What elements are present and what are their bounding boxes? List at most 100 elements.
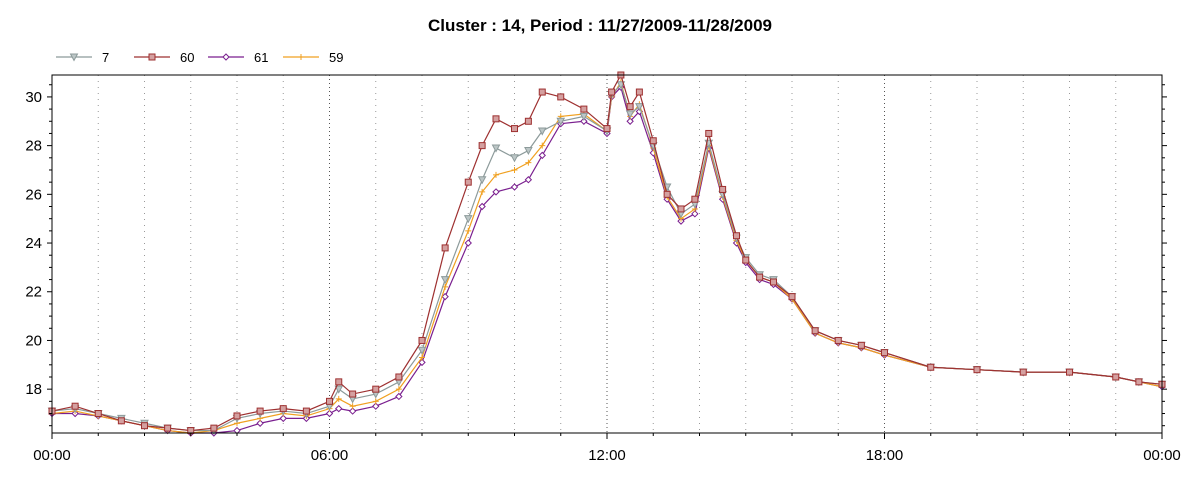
- x-tick-label: 12:00: [588, 447, 626, 464]
- data-point: [418, 358, 426, 367]
- data-point: [477, 176, 487, 185]
- data-point: [335, 378, 343, 386]
- data-point: [705, 129, 713, 137]
- y-tick-label: 18: [25, 381, 42, 398]
- data-point: [635, 88, 643, 96]
- data-point: [478, 202, 486, 211]
- data-point: [524, 176, 533, 184]
- data-point: [441, 244, 449, 252]
- data-point: [788, 293, 796, 301]
- data-point: [256, 407, 264, 415]
- data-point: [524, 146, 533, 156]
- data-point: [419, 354, 425, 361]
- data-point: [465, 227, 472, 234]
- data-point: [492, 115, 500, 123]
- data-point: [770, 278, 777, 286]
- data-point: [117, 417, 125, 425]
- data-point: [69, 53, 79, 62]
- data-point: [372, 385, 380, 393]
- data-point: [441, 292, 449, 301]
- data-point: [663, 190, 671, 198]
- legend-label: 60: [180, 50, 194, 65]
- data-point: [417, 346, 427, 355]
- data-point: [1112, 373, 1120, 381]
- data-point: [525, 159, 532, 166]
- data-point: [557, 93, 565, 101]
- x-tick-label: 00:00: [1143, 447, 1181, 464]
- data-point: [464, 178, 472, 186]
- data-point: [256, 419, 264, 427]
- legend-item-61: 61: [208, 50, 268, 65]
- data-point: [857, 341, 865, 349]
- y-tick-label: 26: [25, 186, 42, 203]
- data-point: [348, 407, 357, 415]
- data-point: [395, 373, 403, 381]
- data-point: [302, 407, 310, 415]
- data-point: [1135, 378, 1143, 386]
- data-point: [649, 137, 657, 145]
- data-point: [677, 205, 685, 213]
- series-line: [51, 80, 1163, 434]
- data-point: [141, 422, 148, 430]
- data-point: [94, 410, 102, 418]
- data-point: [742, 256, 750, 264]
- data-point: [580, 105, 588, 113]
- data-point: [464, 239, 472, 247]
- data-point: [626, 103, 634, 111]
- data-point: [556, 117, 566, 126]
- data-point: [580, 117, 588, 125]
- data-point: [625, 110, 635, 119]
- data-point: [538, 151, 546, 160]
- data-point: [973, 366, 981, 374]
- data-point: [325, 409, 334, 418]
- data-point: [334, 385, 344, 394]
- y-tick-label: 28: [25, 138, 42, 155]
- data-point: [511, 125, 518, 133]
- data-point: [418, 336, 426, 344]
- data-point: [395, 386, 402, 393]
- data-point: [463, 215, 473, 224]
- data-point: [616, 81, 626, 90]
- y-tick-label: 24: [25, 235, 42, 252]
- legend-item-7: 7: [56, 50, 109, 65]
- data-point: [927, 363, 935, 371]
- y-tick-label: 22: [25, 284, 42, 301]
- data-point: [691, 195, 699, 203]
- data-point: [538, 88, 546, 96]
- data-point: [222, 53, 230, 61]
- x-tick-label: 06:00: [311, 447, 349, 464]
- data-point: [537, 127, 547, 136]
- data-point: [511, 166, 518, 173]
- chart-title: Cluster : 14, Period : 11/27/2009-11/28/…: [428, 16, 772, 35]
- data-point: [335, 395, 342, 402]
- data-point: [148, 53, 156, 61]
- data-point: [579, 112, 589, 121]
- data-point: [298, 54, 304, 60]
- data-point: [539, 142, 546, 149]
- y-tick-label: 20: [25, 332, 42, 349]
- data-point: [478, 142, 486, 150]
- data-point: [811, 327, 819, 335]
- data-point: [510, 154, 519, 163]
- data-point: [756, 273, 764, 281]
- data-point: [881, 349, 888, 357]
- data-point: [1066, 368, 1073, 376]
- data-point: [372, 398, 379, 405]
- data-point: [491, 144, 501, 153]
- data-point: [335, 404, 343, 413]
- legend: 7 60 61 59: [56, 50, 343, 65]
- data-point: [279, 414, 287, 423]
- data-point: [524, 117, 532, 125]
- legend-label: 7: [102, 50, 109, 65]
- data-point: [279, 405, 287, 413]
- data-point: [691, 210, 699, 218]
- data-point: [233, 412, 241, 420]
- data-point: [326, 397, 333, 405]
- data-point: [372, 402, 380, 410]
- data-point: [635, 103, 644, 112]
- data-point: [626, 117, 634, 125]
- data-point: [492, 188, 500, 196]
- data-point: [733, 232, 740, 240]
- data-point: [834, 336, 842, 344]
- data-point: [1019, 368, 1027, 376]
